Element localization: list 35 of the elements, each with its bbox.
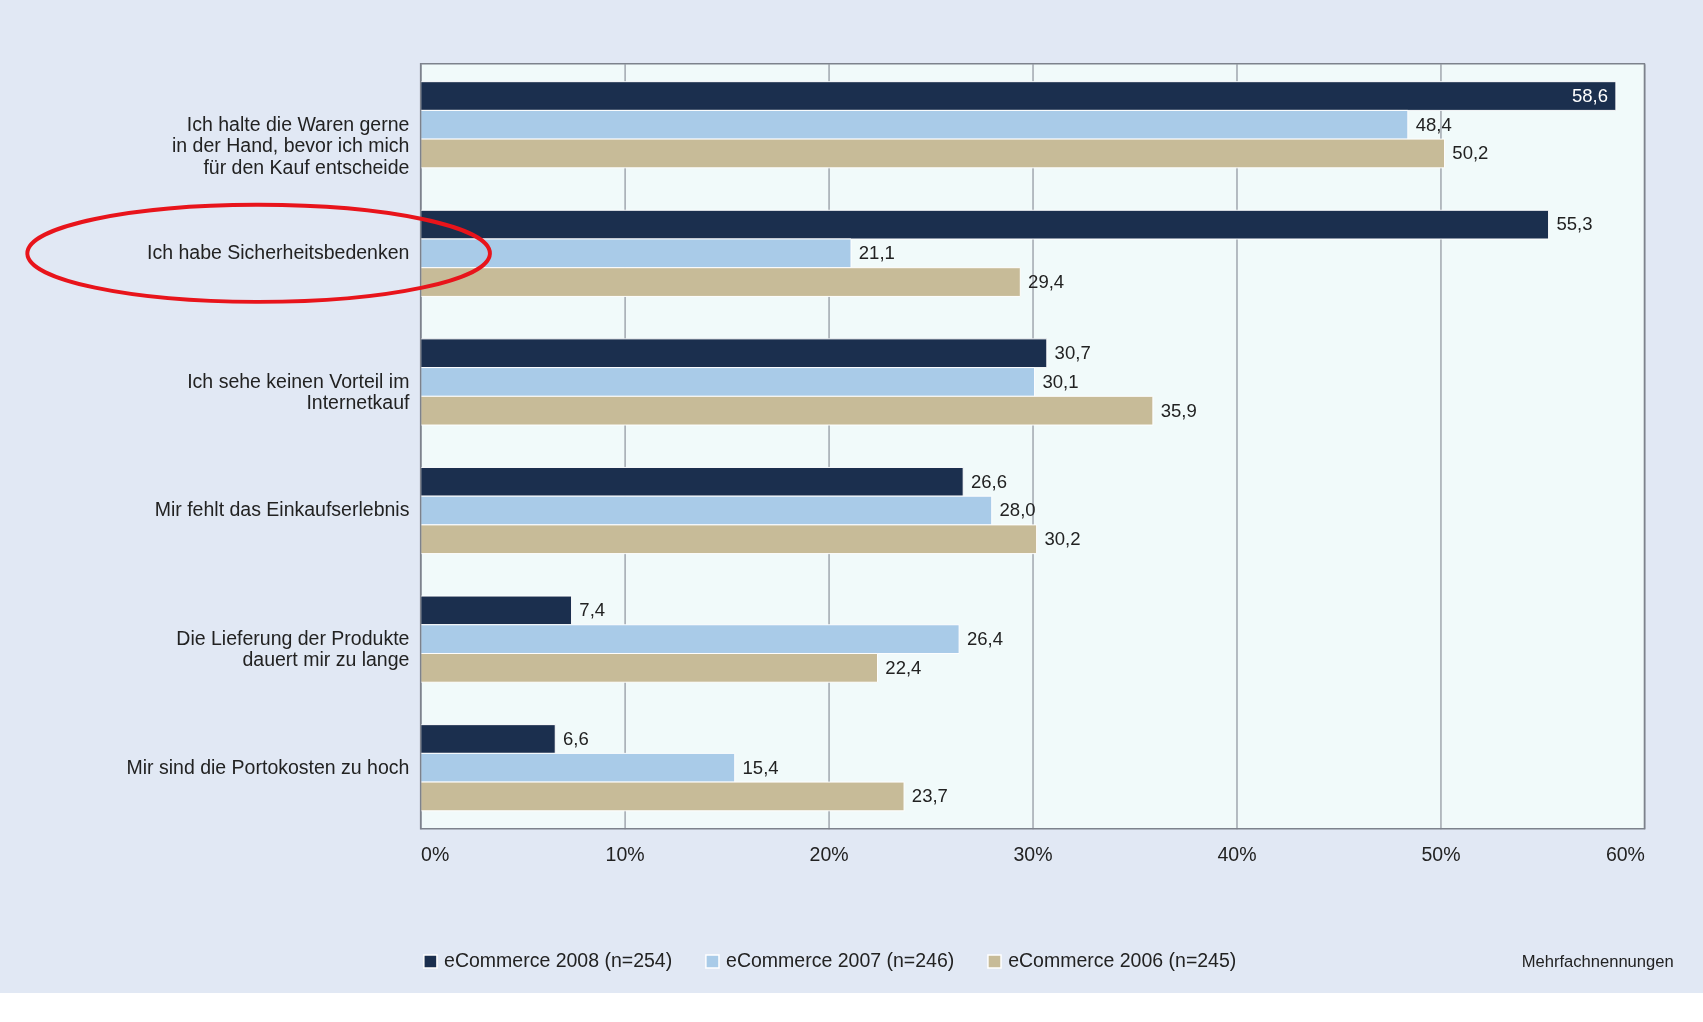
data-label: 26,4: [966, 627, 1003, 649]
y-tick-label: Mir sind die Portokosten zu hoch: [126, 755, 410, 778]
data-label: 30,1: [1042, 370, 1079, 392]
x-tick-label: 40%: [1217, 842, 1257, 865]
x-tick-label: 60%: [1605, 842, 1645, 865]
data-label: 26,6: [970, 470, 1008, 492]
data-label: 50,2: [1452, 142, 1489, 164]
data-label: 6,6: [563, 727, 589, 749]
data-label: 58,6: [1572, 84, 1609, 106]
data-label: 55,3: [1556, 213, 1593, 235]
y-tick-label: Die Lieferung der Produkte dauert mir zu lange: [176, 626, 410, 671]
data-label: 30,7: [1054, 342, 1091, 364]
y-tick-label: Mir fehlt das Einkaufserlebnis: [154, 498, 410, 521]
data-label: 21,1: [858, 242, 895, 264]
data-label: 35,9: [1160, 399, 1197, 421]
y-tick-label: Ich halte die Waren gerne in der Hand, bevor ich mich für den Kauf entscheide: [172, 112, 410, 178]
x-tick-label: 50%: [1421, 842, 1461, 865]
x-tick-label: 10%: [605, 842, 645, 865]
x-tick-label: 20%: [809, 842, 849, 865]
data-label: 7,4: [579, 599, 606, 621]
data-label: 48,4: [1415, 113, 1452, 135]
data-label: 28,0: [999, 499, 1036, 521]
x-tick-label: 0%: [421, 842, 450, 865]
data-label: 15,4: [742, 756, 779, 778]
text: Mehrfachnennungen: [1521, 952, 1674, 972]
data-label: 30,2: [1044, 528, 1081, 550]
data-label: 23,7: [911, 785, 948, 807]
legend-label: eCommerce 2007 (n=246): [726, 949, 955, 972]
legend-label: eCommerce 2006 (n=245): [1008, 949, 1237, 972]
data-label: 29,4: [1028, 270, 1065, 292]
legend-label: eCommerce 2008 (n=254): [444, 949, 673, 972]
y-tick-label: Ich habe Sicherheitsbedenken: [147, 241, 410, 264]
data-label: 22,4: [885, 656, 922, 678]
y-tick-label: Ich sehe keinen Vorteil im Internetkauf: [187, 369, 410, 414]
x-tick-label: 30%: [1013, 842, 1053, 865]
